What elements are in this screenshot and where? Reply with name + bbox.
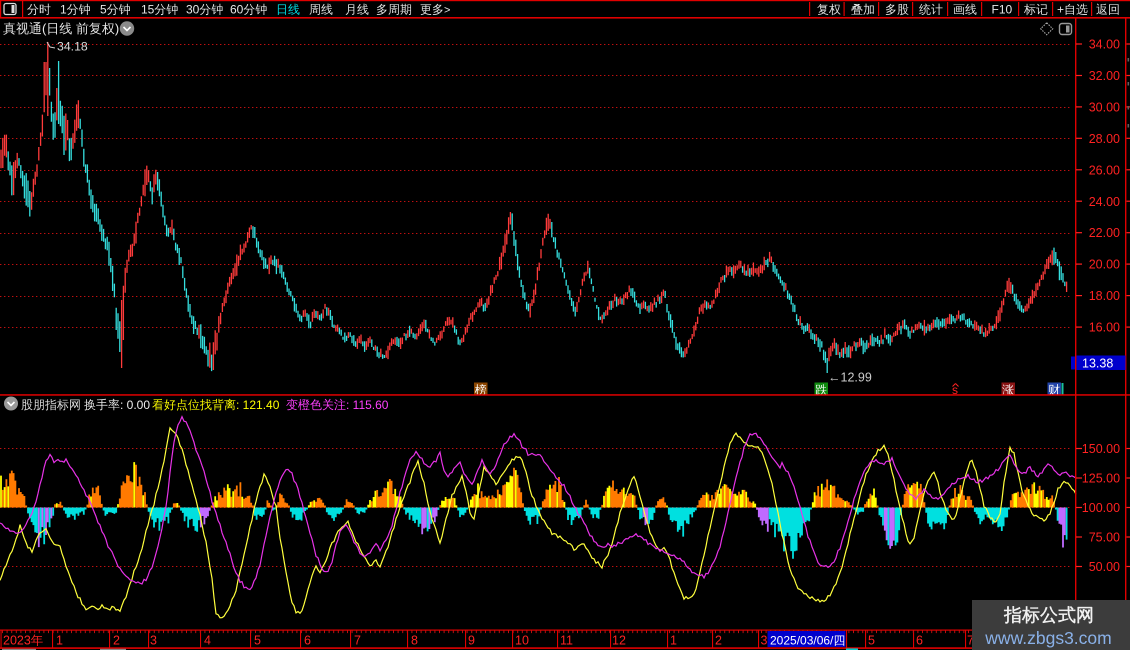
svg-text:11: 11 (560, 634, 573, 648)
svg-text:>: > (444, 5, 450, 17)
svg-text:18.00: 18.00 (1089, 289, 1120, 303)
svg-text:2025/03/06/: 2025/03/06/ (770, 634, 834, 648)
svg-text:2: 2 (113, 634, 120, 648)
svg-text:3: 3 (150, 634, 157, 648)
svg-text:F10: F10 (992, 3, 1013, 17)
svg-text:2023: 2023 (3, 634, 31, 648)
svg-text:7: 7 (354, 634, 361, 648)
svg-text:30.00: 30.00 (1089, 100, 1120, 114)
svg-text:6: 6 (916, 634, 923, 648)
svg-text:60: 60 (230, 3, 244, 17)
svg-text:5: 5 (100, 3, 107, 17)
svg-text:34.00: 34.00 (1089, 38, 1120, 52)
svg-text:3: 3 (761, 634, 768, 648)
svg-text:50.00: 50.00 (1089, 560, 1120, 574)
svg-text:+: + (1057, 3, 1064, 17)
svg-text:13.38: 13.38 (1082, 357, 1113, 371)
svg-text:22.00: 22.00 (1089, 226, 1120, 240)
svg-text:26.00: 26.00 (1089, 163, 1120, 177)
svg-text:7: 7 (967, 634, 974, 648)
svg-text:75.00: 75.00 (1089, 531, 1120, 545)
svg-text:4: 4 (204, 634, 211, 648)
svg-text:5: 5 (254, 634, 261, 648)
svg-text:150.00: 150.00 (1082, 442, 1120, 456)
svg-text:28.00: 28.00 (1089, 132, 1120, 146)
svg-text:): ) (115, 21, 119, 36)
svg-text:9: 9 (468, 634, 475, 648)
svg-text:125.00: 125.00 (1082, 472, 1120, 486)
svg-text:: 115.60: : 115.60 (346, 398, 389, 412)
svg-text:5: 5 (868, 634, 875, 648)
svg-text:8: 8 (411, 634, 418, 648)
svg-text:12: 12 (612, 634, 626, 648)
svg-text:15: 15 (141, 3, 155, 17)
svg-text:: 121.40: : 121.40 (236, 398, 280, 412)
svg-text:20.00: 20.00 (1089, 258, 1120, 272)
svg-text:6: 6 (304, 634, 311, 648)
svg-text:s: s (952, 383, 958, 397)
svg-text:2: 2 (715, 634, 722, 648)
svg-text:24.00: 24.00 (1089, 195, 1120, 209)
svg-text:(: ( (42, 21, 47, 36)
svg-text:100.00: 100.00 (1082, 501, 1120, 515)
svg-text:1: 1 (60, 3, 67, 17)
svg-text:16.00: 16.00 (1089, 321, 1120, 335)
svg-text:34.18: 34.18 (57, 40, 88, 54)
svg-text:32.00: 32.00 (1089, 69, 1120, 83)
svg-text:←12.99: ←12.99 (828, 371, 872, 385)
svg-text:1: 1 (670, 634, 677, 648)
svg-text:30: 30 (186, 3, 200, 17)
svg-text:: 0.00: : 0.00 (120, 398, 150, 412)
svg-text:1: 1 (56, 634, 63, 648)
svg-text:www.zbgs3.com: www.zbgs3.com (984, 628, 1111, 648)
svg-text:10: 10 (515, 634, 529, 648)
